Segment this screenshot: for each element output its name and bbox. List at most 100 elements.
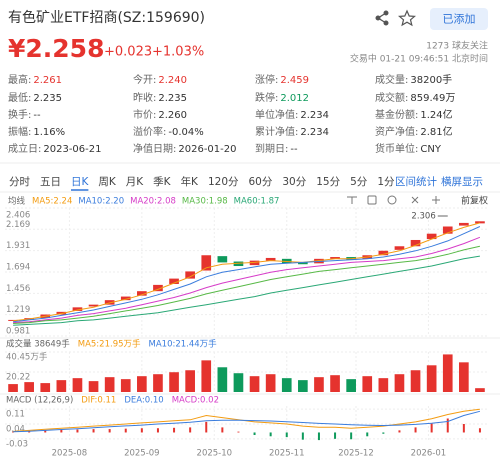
stat-label: 累计净值: [255,125,298,138]
stat-value: 859.49万 [410,93,455,104]
period-tab[interactable]: 120分 [208,176,239,188]
period-tab[interactable]: 五日 [40,176,61,188]
candle-body [137,291,147,296]
stat-label: 市价: [133,108,156,121]
volume-bar [298,380,308,392]
macd-bar [92,429,95,433]
macd-bar [189,427,192,433]
period-tab[interactable]: 60分 [249,176,273,188]
volume-bar [281,378,292,392]
stat-label: 振幅: [8,125,31,138]
candle-body [217,256,228,263]
ma-line [13,222,481,322]
macd-bar [462,424,465,433]
candle-body [378,250,389,256]
y-tick-label: 0.981 [6,327,30,337]
volume-bar [24,382,34,392]
added-button-label[interactable]: 已添加 [443,12,476,26]
macd-bar [350,432,353,440]
star-icon[interactable] [397,9,417,27]
period-tab[interactable]: 季K [153,176,171,188]
stat: 成交额: 859.49万 [375,91,455,104]
volume-title: 成交量 38649手 [6,339,70,350]
ma-legend: MA30:1.98 [182,197,228,207]
stat: 最高: 2.261 [8,73,62,86]
stat-value: 2.234 [300,110,329,121]
volume-bar [104,377,115,392]
stat-label: 基金份额: [375,108,418,121]
stat-value: 2.240 [158,75,187,86]
stat: 涨停: 2.459 [255,73,309,86]
period-tab[interactable]: 年K [181,175,199,188]
stat-value: 2.235 [158,93,187,104]
macd-legend: DEA:0.10 [124,396,163,406]
macd-bar [173,427,176,433]
candle-body [330,257,340,259]
macd-bar [205,421,208,433]
stat-value: 1.16% [33,127,65,138]
volume-bar [201,360,212,392]
added-button[interactable] [430,8,488,30]
y-tick-label: 0.11 [6,410,25,420]
stat-value: 1.24亿 [420,108,452,121]
x-tick-label: 2025-09 [124,449,160,459]
share-icon[interactable] [375,10,389,26]
candle-body [201,255,212,271]
candle-body [442,226,453,234]
stat: 到期日: -- [255,143,298,155]
stat-value: 2.261 [33,75,62,86]
stat-value: 2023-06-21 [43,144,101,155]
macd-legend: MACD (12,26,9) [6,396,73,406]
stat-label: 换手: [8,108,31,121]
price-change-pct: +1.03% [152,45,204,60]
volume-legend: MA10:21.44万手 [149,339,218,350]
ma-legend: MA5:2.24 [32,197,72,207]
stat-label: 到期日: [255,143,288,155]
period-tab[interactable]: 月K [126,176,144,188]
x-tick-label: 2025-11 [269,449,305,459]
stat: 单位净值: 2.234 [255,108,329,121]
stat-label: 单位净值: [255,108,298,121]
tab-action[interactable]: 横屏显示 [441,175,483,188]
stat: 跌停: 2.012 [255,91,309,104]
period-tab[interactable]: 周K [98,176,116,188]
volume-bar [362,376,373,392]
stat-value: 38200手 [410,73,452,86]
macd-bar [382,432,385,434]
tab-action[interactable]: 区间统计 [395,175,437,188]
ma-title: 均线 [8,196,26,207]
volume-bar [233,373,244,392]
candle-body [459,222,469,226]
volume-bar [169,372,179,392]
candle-body [410,239,421,247]
stat-label: 成交额: [375,91,408,104]
adjust-mode[interactable]: 前复权 [461,195,488,207]
stat-label: 溢价率: [133,125,166,138]
macd-bar [430,423,433,433]
macd-bar [285,432,288,438]
stat: 累计净值: 2.234 [255,125,329,138]
candle-body [72,307,83,311]
period-tab[interactable]: 15分 [316,176,340,188]
period-tab[interactable]: 1分 [377,176,395,188]
macd-bar [12,431,15,433]
volume-bar [442,354,453,392]
macd-bar [237,431,240,433]
toolbar-icons[interactable] [347,195,440,205]
volume-bar [314,377,324,392]
period-tab[interactable]: 分时 [9,176,30,188]
stat-value: 2.235 [33,93,62,104]
stat-value: 2.459 [280,75,309,86]
candle-body [8,319,18,321]
volume-bar [72,378,83,392]
volume-bar [137,376,147,392]
period-tab[interactable]: 30分 [282,176,306,188]
candle-body [298,262,308,265]
period-tab[interactable]: 5分 [350,176,368,188]
period-tab[interactable]: 日K [71,176,89,188]
macd-legend: DIF:0.11 [81,396,116,406]
stat: 资产净值: 2.81亿 [375,125,453,138]
y-tick-label: 2.169 [6,220,30,230]
